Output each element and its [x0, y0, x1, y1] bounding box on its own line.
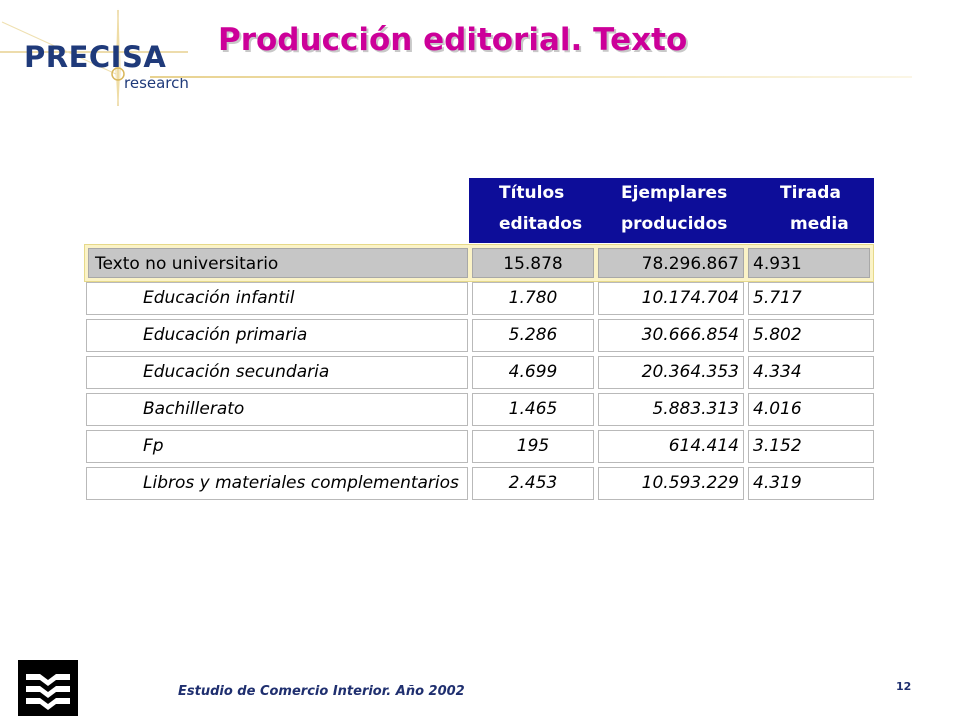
row-titulos: 2.453: [472, 467, 594, 500]
main-row-tirada: 4.931: [748, 248, 870, 278]
row-tirada: 4.319: [748, 467, 874, 500]
row-label: Libros y materiales complementarios: [86, 467, 468, 500]
main-row-label: Texto no universitario: [88, 248, 468, 278]
row-titulos: 1.465: [472, 393, 594, 426]
precisa-logo: PRECISA research: [0, 0, 210, 110]
row-titulos: 4.699: [472, 356, 594, 389]
footer-logo-icon: [18, 660, 78, 716]
row-ejemplares: 20.364.353: [598, 356, 744, 389]
row-ejemplares: 10.593.229: [598, 467, 744, 500]
row-tirada: 5.717: [748, 282, 874, 315]
logo-star-icon: [0, 8, 188, 106]
row-tirada: 3.152: [748, 430, 874, 463]
row-label: Fp: [86, 430, 468, 463]
page-number: 12: [896, 680, 912, 693]
title-underline: [150, 76, 912, 78]
row-label: Bachillerato: [86, 393, 468, 426]
logo-sub-text: research: [124, 74, 189, 92]
row-label: Educación secundaria: [86, 356, 468, 389]
row-ejemplares: 30.666.854: [598, 319, 744, 352]
main-row-ejemplares: 78.296.867: [598, 248, 744, 278]
header-titulos: Títulos editados: [499, 183, 583, 234]
header-tirada: Tirada media: [780, 183, 849, 234]
row-titulos: 5.286: [472, 319, 594, 352]
row-ejemplares: 10.174.704: [598, 282, 744, 315]
row-tirada: 4.016: [748, 393, 874, 426]
row-tirada: 4.334: [748, 356, 874, 389]
table-header-bg: [469, 178, 874, 243]
row-label: Educación infantil: [86, 282, 468, 315]
page-title: Producción editorial. Texto: [218, 22, 688, 58]
footer-text: Estudio de Comercio Interior. Año 2002: [178, 684, 465, 699]
row-ejemplares: 614.414: [598, 430, 744, 463]
row-ejemplares: 5.883.313: [598, 393, 744, 426]
main-row-titulos: 15.878: [472, 248, 594, 278]
row-titulos: 1.780: [472, 282, 594, 315]
logo-brand-text: PRECISA: [24, 40, 167, 74]
row-titulos: 195: [472, 430, 594, 463]
row-tirada: 5.802: [748, 319, 874, 352]
row-label: Educación primaria: [86, 319, 468, 352]
header-ejemplares: Ejemplares producidos: [621, 183, 728, 234]
